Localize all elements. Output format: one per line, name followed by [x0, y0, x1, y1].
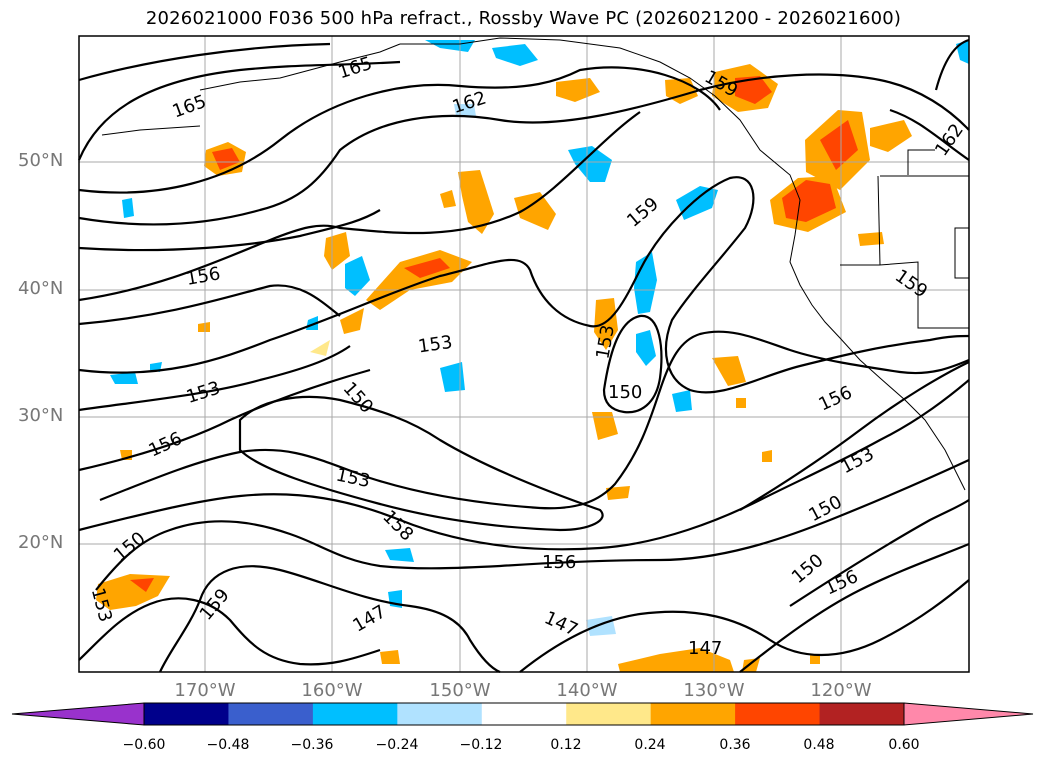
- colorbar-tick: −0.48: [206, 737, 250, 753]
- contour-lines: [77, 38, 970, 674]
- colorbar: [11, 702, 1034, 726]
- lon-label-160w: 160°W: [301, 680, 363, 701]
- lon-label-120w: 120°W: [810, 680, 872, 701]
- lon-label-130w: 130°W: [683, 680, 745, 701]
- colorbar-tick: 0.36: [719, 737, 751, 753]
- colorbar-tick: 0.24: [634, 737, 666, 753]
- colorbar-tick: −0.36: [290, 737, 334, 753]
- lon-label-140w: 140°W: [556, 680, 618, 701]
- colorbar-tick: −0.60: [122, 737, 166, 753]
- lon-label-150w: 150°W: [429, 680, 491, 701]
- contour-label: 156: [542, 552, 576, 573]
- grid-lines: [79, 36, 969, 672]
- colorbar-tick: 0.60: [888, 737, 920, 753]
- colorbar-tick: −0.24: [375, 737, 419, 753]
- plot-frame: [78, 35, 970, 673]
- colorbar-extend-low: [12, 703, 144, 725]
- lat-label-30n: 30°N: [18, 405, 64, 426]
- colorbar-segment: [144, 703, 229, 725]
- colorbar-segment: [566, 703, 652, 725]
- colorbar-tick: 0.48: [803, 737, 835, 753]
- contour-label: 150: [608, 382, 642, 403]
- colorbar-segment: [819, 703, 905, 725]
- lat-label-40n: 40°N: [18, 278, 64, 299]
- colorbar-segment: [312, 703, 398, 725]
- lat-label-50n: 50°N: [18, 150, 64, 171]
- contour-label: 153: [417, 332, 454, 358]
- map-plot: 165 165 162 159 162 159 156 159 153 153 …: [77, 35, 970, 674]
- colorbar-extend-high: [904, 703, 1033, 725]
- colorbar-segment: [228, 703, 314, 725]
- colorbar-tick: −0.12: [459, 737, 503, 753]
- lat-label-20n: 20°N: [18, 532, 64, 553]
- contour-label: 147: [688, 638, 722, 659]
- colorbar-segment: [650, 703, 736, 725]
- colorbar-tick: 0.12: [550, 737, 582, 753]
- colorbar-segment: [397, 703, 483, 725]
- coastlines: [101, 37, 970, 491]
- map-title: 2026021000 F036 500 hPa refract., Rossby…: [145, 8, 902, 29]
- colorbar-segment: [481, 703, 567, 725]
- lon-label-170w: 170°W: [174, 680, 236, 701]
- colorbar-segment: [735, 703, 821, 725]
